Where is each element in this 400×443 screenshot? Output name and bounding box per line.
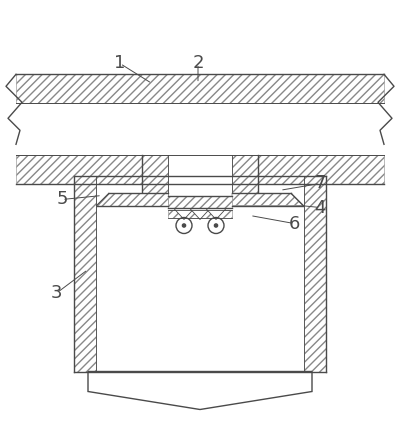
Text: 3: 3	[50, 284, 62, 303]
Circle shape	[182, 224, 186, 227]
Bar	[142, 155, 168, 202]
Bar	[74, 175, 326, 372]
Polygon shape	[189, 207, 211, 219]
Text: 6: 6	[288, 214, 300, 233]
Bar	[168, 210, 232, 218]
Bar	[16, 155, 384, 183]
Bar	[168, 196, 232, 207]
Text: 7: 7	[314, 175, 326, 193]
Polygon shape	[232, 194, 303, 206]
Bar	[168, 155, 232, 202]
Text: 2: 2	[192, 54, 204, 73]
Bar	[16, 74, 384, 183]
Bar	[16, 74, 384, 103]
Text: 5: 5	[56, 190, 68, 209]
Circle shape	[214, 224, 218, 227]
Polygon shape	[205, 207, 227, 219]
Bar	[232, 155, 258, 202]
Bar	[74, 175, 96, 372]
Text: 4: 4	[314, 198, 326, 217]
Polygon shape	[97, 194, 168, 206]
Text: 1: 1	[114, 54, 126, 73]
Polygon shape	[173, 207, 195, 219]
Polygon shape	[88, 372, 312, 409]
Bar	[304, 175, 326, 372]
